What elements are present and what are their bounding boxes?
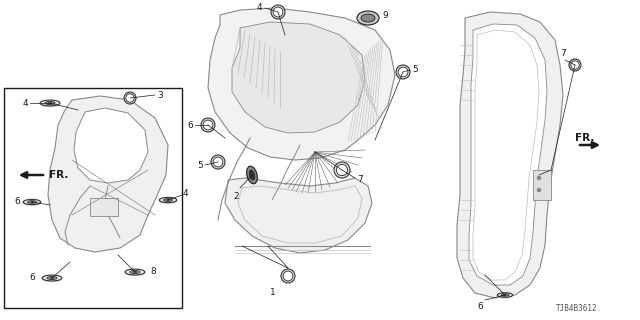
Ellipse shape xyxy=(361,14,375,22)
Circle shape xyxy=(334,162,350,178)
Circle shape xyxy=(124,92,136,104)
Ellipse shape xyxy=(497,294,513,299)
Text: 4: 4 xyxy=(22,99,28,108)
Text: 6: 6 xyxy=(188,121,193,130)
Ellipse shape xyxy=(28,201,36,203)
Polygon shape xyxy=(48,96,168,252)
Text: 5: 5 xyxy=(197,162,203,171)
Text: 7: 7 xyxy=(357,175,363,185)
Ellipse shape xyxy=(40,100,60,106)
Text: FR.: FR. xyxy=(49,170,68,180)
Ellipse shape xyxy=(23,199,41,204)
Ellipse shape xyxy=(50,277,54,279)
Circle shape xyxy=(396,65,410,79)
Circle shape xyxy=(271,5,285,19)
Text: 4: 4 xyxy=(183,189,189,198)
Circle shape xyxy=(537,188,541,192)
Ellipse shape xyxy=(130,270,140,274)
Circle shape xyxy=(571,61,579,69)
Polygon shape xyxy=(232,22,365,133)
Ellipse shape xyxy=(125,269,145,275)
Text: 2: 2 xyxy=(233,192,239,201)
Text: 4: 4 xyxy=(257,3,262,12)
Ellipse shape xyxy=(23,201,41,206)
Ellipse shape xyxy=(42,275,62,281)
Polygon shape xyxy=(74,108,148,183)
Ellipse shape xyxy=(30,201,34,203)
Ellipse shape xyxy=(166,199,170,201)
Bar xyxy=(533,170,551,200)
Ellipse shape xyxy=(249,170,255,180)
Text: 6: 6 xyxy=(14,197,20,206)
Circle shape xyxy=(213,157,223,167)
Polygon shape xyxy=(208,8,395,160)
Text: 7: 7 xyxy=(560,49,566,58)
Ellipse shape xyxy=(246,166,257,184)
Ellipse shape xyxy=(42,277,62,282)
Ellipse shape xyxy=(125,271,145,276)
Polygon shape xyxy=(457,12,563,298)
Text: 6: 6 xyxy=(477,302,483,311)
Text: 6: 6 xyxy=(29,274,35,283)
Circle shape xyxy=(537,176,541,180)
Ellipse shape xyxy=(357,11,379,25)
Circle shape xyxy=(203,120,213,130)
Text: TJB4B3612: TJB4B3612 xyxy=(556,304,598,313)
Ellipse shape xyxy=(501,294,509,296)
Bar xyxy=(4,88,182,308)
Circle shape xyxy=(273,7,283,17)
Ellipse shape xyxy=(45,101,55,105)
Ellipse shape xyxy=(159,199,177,204)
Circle shape xyxy=(126,94,134,102)
Ellipse shape xyxy=(48,102,52,104)
Circle shape xyxy=(283,271,293,281)
Circle shape xyxy=(211,155,225,169)
Circle shape xyxy=(569,59,581,71)
Text: 5: 5 xyxy=(412,66,418,75)
Ellipse shape xyxy=(47,276,57,279)
Ellipse shape xyxy=(163,199,173,201)
Text: 9: 9 xyxy=(382,11,388,20)
Ellipse shape xyxy=(159,197,177,203)
Polygon shape xyxy=(225,178,372,253)
Bar xyxy=(90,198,118,216)
Ellipse shape xyxy=(497,293,513,297)
Circle shape xyxy=(201,118,215,132)
Ellipse shape xyxy=(133,271,137,273)
Ellipse shape xyxy=(40,102,60,107)
Circle shape xyxy=(281,269,295,283)
Polygon shape xyxy=(469,24,547,285)
Circle shape xyxy=(337,164,348,176)
Text: 3: 3 xyxy=(157,91,163,100)
Circle shape xyxy=(398,67,408,77)
Text: 8: 8 xyxy=(150,268,156,276)
Text: FR.: FR. xyxy=(575,133,595,143)
Text: 1: 1 xyxy=(270,288,276,297)
Ellipse shape xyxy=(504,294,507,295)
